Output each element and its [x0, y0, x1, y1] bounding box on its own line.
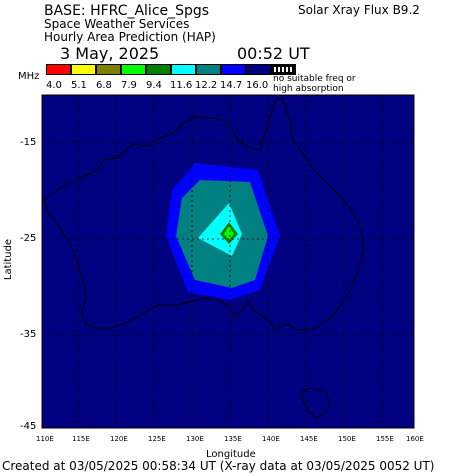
lat-tick: -25: [20, 233, 37, 244]
lon-tick: 145E: [300, 435, 318, 443]
lon-tick: 160E: [406, 435, 424, 443]
service-name: Space Weather Services: [44, 17, 190, 31]
coverage-zone-11-6: [198, 203, 242, 256]
scale-note-line1: no suitable freq or: [273, 74, 356, 84]
scale-label: 16.0: [246, 80, 269, 91]
scale-label: 6.8: [96, 80, 112, 91]
scale-label: 7.9: [121, 80, 137, 91]
xray-flux: Solar Xray Flux B9.2: [298, 3, 420, 17]
prediction-time: 00:52 UT: [237, 44, 310, 63]
scale-swatch: [146, 64, 171, 75]
base-title: BASE: HFRC_Alice_Spgs: [44, 3, 210, 19]
lat-tick: -15: [20, 137, 37, 148]
scale-swatch: [221, 64, 246, 75]
prediction-date: 3 May, 2025: [60, 44, 160, 63]
lat-tick: -35: [20, 329, 37, 340]
scale-note: no suitable freq or high absorption: [273, 74, 356, 94]
scale-label: 14.7: [220, 80, 243, 91]
scale-label: 4.0: [46, 80, 62, 91]
lat-tick: -45: [20, 421, 37, 432]
lon-tick: 110E: [36, 435, 54, 443]
lon-tick: 140E: [262, 435, 280, 443]
product-name: Hourly Area Prediction (HAP): [44, 30, 216, 44]
lon-tick: 125E: [148, 435, 166, 443]
scale-swatch: [71, 64, 96, 75]
created-timestamp: Created at 03/05/2025 00:58:34 UT (X-ray…: [2, 459, 435, 473]
scale-label: 11.6: [170, 80, 193, 91]
scale-swatch: [196, 64, 221, 75]
x-axis-title: Longitude: [206, 449, 256, 460]
graticule: [42, 95, 414, 428]
lon-tick: 150E: [338, 435, 356, 443]
lon-tick: 120E: [110, 435, 128, 443]
scale-note-line2: high absorption: [273, 84, 344, 94]
tasmania-coastline: [301, 387, 331, 419]
no-suitable-freq-swatch: [271, 64, 296, 75]
lon-tick: 155E: [376, 435, 394, 443]
australia-coastline: [43, 97, 365, 331]
lon-tick: 130E: [186, 435, 204, 443]
scale-swatch: [246, 64, 271, 75]
lon-tick: 135E: [224, 435, 242, 443]
scale-swatch: [171, 64, 196, 75]
frequency-scale: [46, 64, 296, 75]
scale-label: 12.2: [195, 80, 218, 91]
scale-label: 5.1: [71, 80, 87, 91]
scale-swatch: [96, 64, 121, 75]
map-frame: [41, 94, 415, 429]
scale-swatch: [46, 64, 71, 75]
lon-tick: 115E: [72, 435, 90, 443]
coverage-zone-7-9: [224, 226, 234, 240]
y-axis-title: Latitude: [3, 238, 15, 281]
scale-swatch: [121, 64, 146, 75]
scale-unit: MHz: [18, 71, 40, 82]
scale-label: 9.4: [146, 80, 162, 91]
